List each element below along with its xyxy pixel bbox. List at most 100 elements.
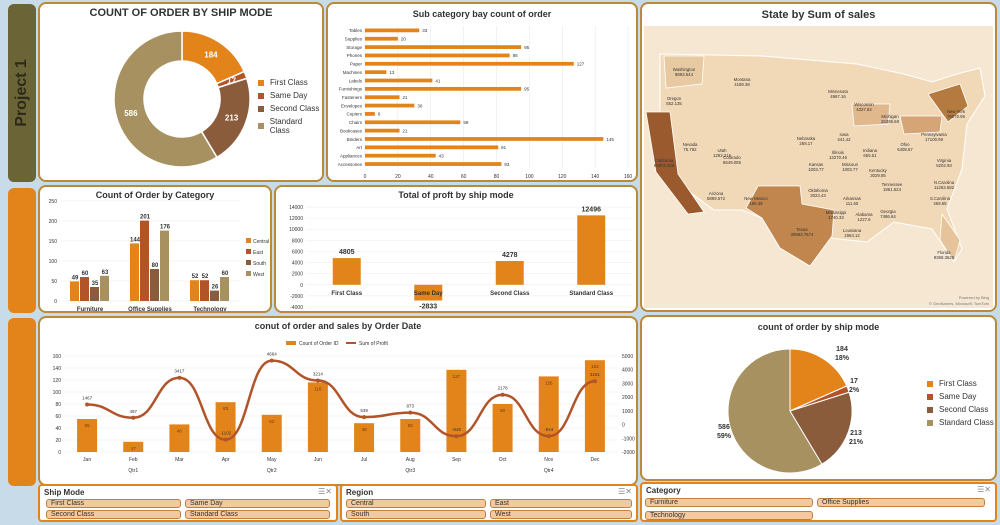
y-tick-label: 12000 bbox=[289, 216, 303, 222]
bar bbox=[160, 230, 169, 301]
profit-point bbox=[131, 415, 136, 420]
bar-data-label: 95 bbox=[524, 87, 530, 92]
ship-mode-slicer[interactable]: Ship Mode ☰✕ First Class Same Day Second… bbox=[38, 484, 338, 522]
y-tick-label: 150 bbox=[49, 239, 58, 245]
pie-slice bbox=[789, 348, 848, 412]
bar-data-label: 83 bbox=[504, 162, 510, 167]
bar-data-label: 17 bbox=[131, 446, 137, 451]
map-panel[interactable]: State by Sum of sales Washington 8893.644… bbox=[640, 2, 997, 312]
pie-chart[interactable]: 184 18% 17 2% 213 21% 586 59% bbox=[642, 317, 997, 481]
line-data-label: 539 bbox=[360, 408, 368, 413]
profit-chart[interactable]: -4000 -2000 0 2000 4000 6000 8000 10000 12000 140… bbox=[276, 187, 638, 313]
y-category-label: Binders bbox=[347, 137, 363, 142]
us-map[interactable]: Washington 8893.644 Montana 4189.38 Oregon 55… bbox=[642, 4, 997, 312]
chip-west[interactable]: West bbox=[490, 510, 632, 519]
state-label-line: 186.39 bbox=[749, 201, 763, 206]
legend-swatch bbox=[258, 79, 264, 86]
state-label-line: 11263.582 bbox=[934, 185, 955, 190]
y-category-label: Copiers bbox=[346, 112, 362, 117]
y-category-label: Envelopes bbox=[341, 103, 363, 108]
bar bbox=[100, 275, 109, 301]
state-label-line: 1963.12 bbox=[844, 233, 860, 238]
y2-tick-label: 4000 bbox=[622, 368, 633, 374]
subcat-panel[interactable]: Sub category bay count of order 0 20 40 60 8… bbox=[326, 2, 638, 182]
state-label-line: 5202.93 bbox=[936, 163, 952, 168]
pie-percent-label: 59% bbox=[717, 433, 732, 440]
clear-filter-icon[interactable]: ☰✕ bbox=[618, 487, 632, 496]
chip-furniture[interactable]: Furniture bbox=[645, 498, 813, 507]
y-tick-label: 10000 bbox=[289, 227, 303, 233]
profit-panel[interactable]: Total of proft by ship mode -4000 -2000 0 2… bbox=[274, 185, 638, 313]
bar bbox=[365, 145, 499, 150]
pie-percent-label: 21% bbox=[849, 439, 864, 446]
bar bbox=[77, 419, 98, 452]
y-tick-label: 80 bbox=[55, 402, 61, 408]
legend-item: Same Day bbox=[258, 91, 322, 100]
bar bbox=[365, 112, 375, 116]
category-chart[interactable]: 05010015020025049603563Furniture14420180… bbox=[40, 187, 272, 313]
bar-data-label: 80 bbox=[152, 263, 159, 269]
state-label: Michigan 26386.68 bbox=[881, 114, 900, 124]
legend-label: Standard Class bbox=[939, 418, 994, 427]
bar-data-label: 116 bbox=[314, 386, 322, 391]
combo-panel[interactable]: conut of order and sales by Order Date 0… bbox=[38, 316, 638, 486]
category-panel[interactable]: Count of Order by Category 0 50 100 150 200 2… bbox=[38, 185, 272, 313]
state-label: Nebraska 258.17 bbox=[797, 136, 816, 146]
category-slicer[interactable]: Category ☰✕ Furniture Office Supplies Te… bbox=[640, 482, 997, 522]
state-label-line: Colorado bbox=[723, 155, 741, 160]
bar bbox=[492, 404, 513, 452]
y-tick-label: 100 bbox=[49, 259, 58, 265]
bar-data-label: 13 bbox=[389, 70, 395, 75]
region-slicer[interactable]: Region ☰✕ Central East South West bbox=[340, 484, 638, 522]
bar bbox=[80, 277, 89, 301]
state-label-line: Florida bbox=[937, 250, 951, 255]
chip-central[interactable]: Central bbox=[346, 499, 486, 508]
state-label-line: Arkansas bbox=[843, 196, 861, 201]
bar-data-label: 46 bbox=[177, 428, 183, 433]
chip-second-class[interactable]: Second Class bbox=[46, 510, 181, 519]
state-label-line: Pennsylvania bbox=[921, 132, 947, 137]
chip-standard-class[interactable]: Standard Class bbox=[185, 510, 330, 519]
y-tick-label: 120 bbox=[53, 378, 62, 384]
donut-legend: First Class Same Day Second Class Standard … bbox=[258, 78, 322, 139]
chip-office-supplies[interactable]: Office Supplies bbox=[817, 498, 985, 507]
line-data-label: -848 bbox=[452, 427, 462, 432]
donut-slice bbox=[113, 30, 219, 168]
clear-filter-icon[interactable]: ☰✕ bbox=[318, 487, 332, 496]
profit-point bbox=[546, 434, 551, 439]
category-slicer-title: Category bbox=[646, 486, 681, 495]
bar bbox=[365, 120, 461, 125]
chip-same-day[interactable]: Same Day bbox=[185, 499, 330, 508]
chip-first-class[interactable]: First Class bbox=[46, 499, 181, 508]
legend-label: Sum of Profit bbox=[359, 341, 389, 347]
y-tick-label: 6000 bbox=[292, 249, 303, 255]
clear-filter-icon[interactable]: ☰✕ bbox=[977, 485, 991, 494]
bar-data-label: 88 bbox=[513, 53, 519, 58]
state-label: Colorado 8649.085 bbox=[723, 155, 742, 165]
bar bbox=[130, 243, 139, 301]
y-tick-label: 0 bbox=[300, 283, 303, 289]
state-label: Illinois 13270.46 bbox=[829, 150, 848, 160]
x-tick-label: 160 bbox=[624, 174, 633, 180]
chip-technology[interactable]: Technology bbox=[645, 511, 813, 520]
state-label-line: Washington bbox=[673, 67, 696, 72]
x-month-label: Apr bbox=[222, 457, 230, 463]
donut-panel[interactable]: COUNT OF ORDER BY SHIP MODE 184 17 213 586 … bbox=[38, 2, 324, 182]
state-label-line: 4967.16 bbox=[830, 94, 846, 99]
legend-swatch bbox=[927, 406, 933, 413]
chip-east[interactable]: East bbox=[490, 499, 632, 508]
state-label: Pennsylvania 17100.99 bbox=[921, 132, 947, 142]
x-month-label: Feb bbox=[129, 457, 138, 463]
x-quarter-label: Qtr3 bbox=[405, 468, 415, 474]
donut-chart[interactable]: 184 17 213 586 bbox=[40, 4, 324, 182]
state-label: Kansas 1003.77 bbox=[808, 162, 824, 172]
state-label-line: 30592.7674 bbox=[791, 232, 814, 237]
chip-south[interactable]: South bbox=[346, 510, 486, 519]
state-label: Wisconsin 4327.82 bbox=[854, 102, 874, 112]
pie-panel[interactable]: count of order by ship mode 184 18% 17 2% 21… bbox=[640, 315, 997, 481]
line-data-label: 3214 bbox=[313, 371, 324, 376]
legend-label: Central bbox=[253, 239, 269, 245]
state-label-line: 3029.85 bbox=[870, 173, 886, 178]
combo-chart[interactable]: 0 20 40 60 80 100 120 140 160 -2000 -1000 0 1000 2000… bbox=[40, 318, 638, 486]
